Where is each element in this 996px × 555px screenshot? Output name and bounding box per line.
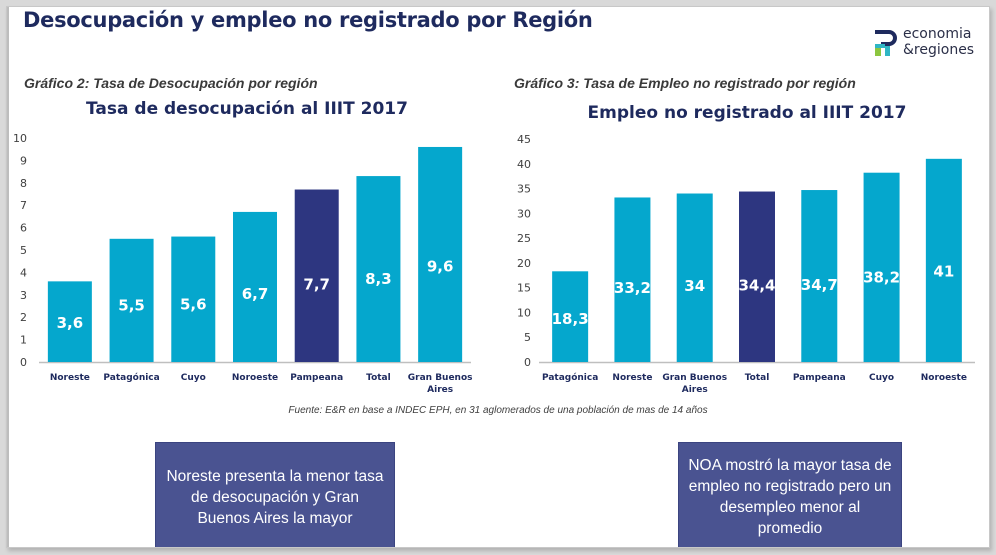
chart1-caption: Gráfico 2: Tasa de Desocupación por regi… — [24, 75, 318, 91]
page-title: Desocupación y empleo no registrado por … — [23, 8, 593, 32]
bar — [801, 190, 838, 362]
logo-text-regiones: &regiones — [903, 42, 975, 58]
bar — [552, 271, 589, 362]
category-label: Gran Buenos — [408, 373, 473, 383]
chart2-title: Empleo no registrado al IIIT 2017 — [587, 103, 907, 123]
bar — [925, 158, 962, 362]
y-tick-label: 5 — [20, 244, 27, 257]
brand-logo: economia &regiones — [873, 26, 983, 63]
y-tick-label: 6 — [20, 222, 27, 235]
data-label: 34,4 — [738, 276, 775, 294]
source-note: Fuente: E&R en base a INDEC EPH, en 31 a… — [288, 405, 708, 416]
data-label: 5,5 — [118, 296, 145, 314]
bar — [109, 238, 154, 362]
y-tick-label: 25 — [517, 232, 531, 245]
category-label: Patagónica — [103, 372, 159, 383]
chart1-title: Tasa de desocupación al IIIT 2017 — [86, 99, 408, 119]
bar — [233, 211, 277, 362]
bar — [47, 281, 92, 362]
slide: Desocupación y empleo no registrado por … — [6, 6, 990, 548]
category-label: Noroeste — [232, 373, 278, 383]
category-label: Noreste — [50, 373, 90, 383]
category-label: Pampeana — [793, 373, 846, 383]
data-label: 18,3 — [552, 310, 589, 328]
callout-unemployment: Noreste presenta la menor tasa de desocu… — [155, 442, 395, 547]
bar — [294, 189, 339, 362]
data-label: 34,7 — [801, 276, 838, 294]
category-label: Total — [745, 373, 770, 383]
data-label: 34 — [684, 277, 705, 295]
data-label: 38,2 — [863, 268, 900, 286]
data-label: 5,6 — [180, 295, 207, 313]
y-tick-label: 8 — [20, 177, 27, 190]
y-tick-label: 45 — [517, 133, 531, 146]
category-label: Aires — [427, 385, 453, 395]
category-label: Patagónica — [542, 372, 598, 383]
y-tick-label: 3 — [20, 289, 27, 302]
y-tick-label: 2 — [20, 311, 27, 324]
category-label: Noroeste — [921, 373, 967, 383]
category-label: Noreste — [612, 373, 652, 383]
bar — [739, 191, 775, 362]
category-label: Gran Buenos — [662, 373, 727, 383]
y-tick-label: 5 — [524, 331, 531, 344]
bar — [356, 176, 401, 362]
y-tick-label: 4 — [20, 266, 27, 279]
data-label: 8,3 — [365, 270, 392, 288]
category-label: Cuyo — [181, 373, 206, 383]
callout-informal-employment: NOA mostró la mayor tasa de empleo no re… — [678, 442, 902, 547]
y-tick-label: 10 — [13, 132, 27, 145]
data-label: 3,6 — [57, 314, 84, 332]
logo-text-economia: economia — [903, 26, 972, 42]
category-label: Cuyo — [869, 373, 894, 383]
bar — [171, 236, 216, 362]
data-label: 7,7 — [303, 276, 330, 294]
y-tick-label: 0 — [20, 356, 27, 369]
y-tick-label: 0 — [524, 356, 531, 369]
y-tick-label: 40 — [517, 158, 531, 171]
y-tick-label: 7 — [20, 199, 27, 212]
data-label: 6,7 — [242, 285, 269, 303]
data-label: 33,2 — [614, 279, 651, 297]
y-tick-label: 15 — [517, 282, 531, 295]
chart1-unemployment: 0 1 2 3 4 5 6 7 8 9 10 3,6 Noreste 5,5 Patagónica 5,6 Cu… — [13, 132, 473, 395]
category-label: Pampeana — [290, 373, 343, 383]
category-label: Aires — [682, 385, 708, 395]
y-tick-label: 35 — [517, 183, 531, 196]
bar — [676, 193, 713, 362]
y-tick-label: 1 — [20, 334, 27, 347]
frame-border — [7, 7, 9, 547]
y-tick-label: 30 — [517, 207, 531, 220]
data-label: 41 — [933, 263, 954, 281]
bar — [418, 146, 463, 362]
data-label: 9,6 — [427, 258, 454, 276]
chart2-caption: Gráfico 3: Tasa de Empleo no registrado … — [514, 75, 856, 91]
y-tick-label: 10 — [517, 306, 531, 319]
er-logo-icon — [875, 30, 897, 56]
bar — [863, 172, 900, 362]
y-tick-label: 20 — [517, 257, 531, 270]
bar — [614, 197, 651, 362]
y-tick-label: 9 — [20, 154, 27, 167]
category-label: Total — [366, 373, 391, 383]
chart2-informal-employment: 0 5 10 15 20 25 30 35 40 45 18,3 Patagónica 33,2 Nore… — [517, 133, 975, 395]
